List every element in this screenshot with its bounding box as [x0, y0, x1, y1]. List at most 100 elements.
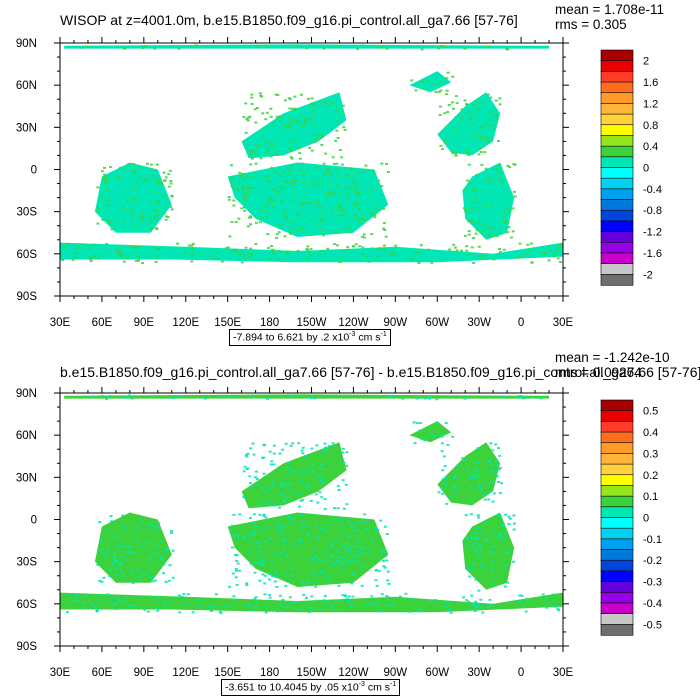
- speckle: [297, 493, 301, 496]
- top-range-label: -7.894 to 6.621 by .2 x10-3 cm s-1: [229, 329, 391, 346]
- speckle: [190, 260, 194, 263]
- x-tick-label: 120W: [338, 317, 368, 329]
- speckle: [283, 125, 287, 128]
- speckle: [443, 45, 447, 48]
- speckle: [463, 188, 466, 191]
- speckle: [243, 536, 247, 539]
- speckle: [290, 164, 294, 167]
- speckle: [336, 551, 340, 554]
- speckle: [291, 182, 295, 185]
- speckle: [319, 463, 323, 466]
- colorbar-label: 0: [643, 163, 649, 175]
- speckle: [277, 522, 281, 525]
- speckle: [474, 578, 478, 581]
- speckle: [246, 185, 250, 188]
- speckle: [78, 243, 82, 246]
- speckle: [301, 446, 305, 449]
- speckle: [234, 576, 238, 579]
- speckle: [158, 179, 161, 182]
- speckle: [361, 252, 365, 255]
- speckle: [338, 175, 342, 178]
- speckle: [141, 262, 144, 264]
- colorbar-cell: [600, 71, 634, 83]
- speckle: [288, 169, 292, 172]
- speckle: [316, 134, 320, 137]
- speckle: [512, 560, 516, 563]
- speckle: [258, 579, 262, 582]
- speckle: [319, 100, 323, 103]
- speckle: [119, 255, 123, 257]
- speckle: [376, 255, 380, 258]
- speckle: [339, 516, 343, 519]
- speckle: [63, 246, 67, 249]
- speckle: [169, 529, 173, 532]
- speckle: [495, 460, 499, 463]
- speckle: [499, 232, 503, 235]
- speckle: [146, 162, 149, 165]
- speckle: [366, 603, 369, 606]
- speckle: [351, 245, 355, 248]
- speckle: [477, 527, 481, 530]
- speckle: [343, 128, 347, 131]
- speckle: [99, 538, 103, 541]
- speckle: [552, 605, 556, 608]
- speckle: [501, 525, 505, 528]
- speckle: [489, 118, 492, 121]
- speckle: [277, 119, 281, 122]
- bottom-range-exponent: -3: [358, 681, 365, 688]
- speckle: [464, 609, 468, 611]
- speckle: [325, 171, 329, 174]
- speckle: [75, 247, 79, 249]
- speckle: [497, 534, 501, 537]
- speckle: [441, 478, 445, 481]
- speckle: [380, 46, 384, 49]
- speckle: [393, 601, 396, 604]
- speckle: [177, 47, 181, 50]
- speckle: [148, 201, 152, 204]
- speckle: [504, 219, 508, 222]
- y-tick-label: 90N: [16, 388, 37, 400]
- field-region-4: [94, 162, 172, 233]
- speckle: [151, 552, 155, 555]
- colorbar-label: 0.8: [643, 120, 658, 132]
- speckle: [127, 163, 131, 166]
- speckle: [302, 524, 306, 527]
- speckle: [341, 530, 345, 533]
- speckle: [149, 220, 153, 223]
- speckle: [348, 535, 352, 538]
- speckle: [234, 553, 238, 556]
- speckle: [308, 147, 312, 149]
- speckle: [513, 195, 517, 198]
- field-region-6: [64, 44, 549, 49]
- speckle: [453, 246, 457, 249]
- speckle: [508, 166, 512, 169]
- field-layer-1: [60, 394, 563, 615]
- speckle: [479, 256, 483, 259]
- speckle: [472, 103, 476, 106]
- speckle: [471, 222, 475, 224]
- speckle: [106, 593, 110, 596]
- speckle: [264, 606, 268, 609]
- speckle: [249, 163, 253, 166]
- speckle: [552, 255, 556, 258]
- speckle: [169, 532, 173, 534]
- colorbar-cell: [600, 463, 634, 476]
- speckle: [281, 599, 285, 601]
- speckle: [469, 513, 473, 516]
- speckle: [288, 596, 292, 599]
- colorbar-cell: [600, 188, 634, 201]
- speckle: [492, 258, 496, 261]
- speckle: [346, 249, 350, 252]
- speckle: [139, 519, 143, 522]
- speckle: [155, 606, 159, 609]
- speckle: [473, 532, 477, 535]
- speckle: [498, 492, 502, 495]
- speckle: [263, 540, 267, 543]
- speckle: [441, 148, 444, 151]
- speckle: [274, 570, 278, 573]
- speckle: [262, 127, 266, 130]
- speckle: [501, 522, 505, 525]
- speckle: [147, 558, 151, 561]
- y-tick-label: 90S: [17, 291, 38, 303]
- speckle: [312, 110, 315, 113]
